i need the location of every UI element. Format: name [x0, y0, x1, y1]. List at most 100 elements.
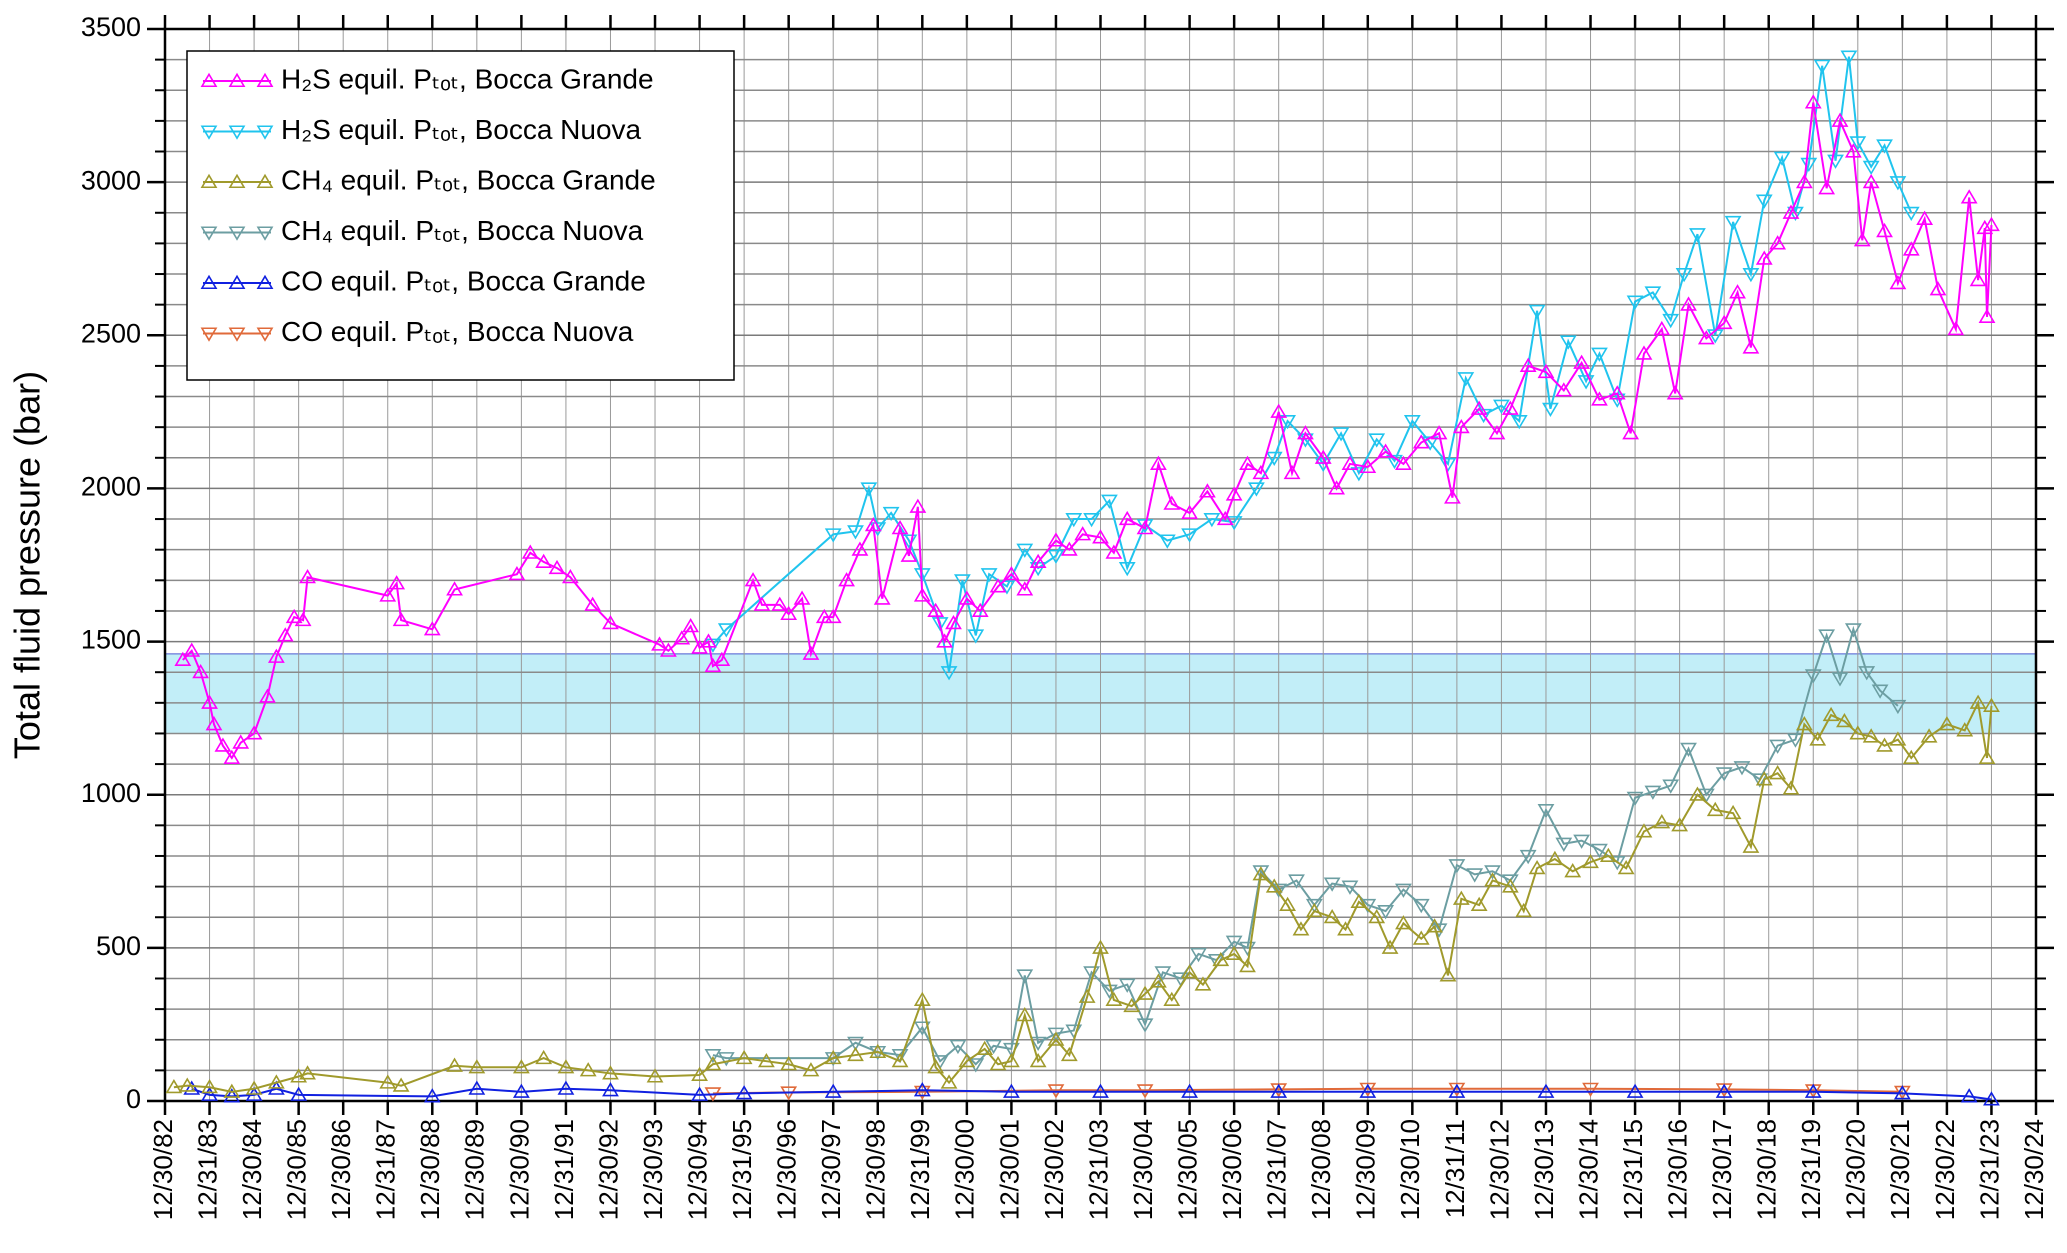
data-point	[1016, 581, 1034, 596]
x-tick-label: 12/30/02	[1039, 1119, 1069, 1220]
data-point	[1564, 863, 1582, 878]
legend-marker	[200, 125, 218, 140]
legend-marker	[228, 125, 246, 140]
data-point	[1158, 534, 1176, 549]
x-tick-label: 12/31/95	[727, 1119, 757, 1220]
data-point	[1573, 354, 1591, 369]
legend-marker	[200, 274, 218, 290]
data-point	[535, 1049, 553, 1065]
data-point	[1769, 739, 1787, 754]
data-point	[1680, 296, 1697, 311]
data-point	[1662, 313, 1680, 329]
data-point	[1893, 1085, 1911, 1100]
data-point	[824, 528, 842, 543]
data-point	[1599, 847, 1617, 863]
data-point	[1381, 939, 1399, 954]
data-point	[1840, 50, 1858, 65]
data-point	[1849, 136, 1867, 151]
y-axis-label: Total fluid pressure (bar)	[7, 371, 48, 759]
data-point	[717, 623, 735, 638]
data-point	[651, 636, 668, 651]
data-point	[1016, 543, 1034, 558]
x-tick-label: 12/30/13	[1529, 1119, 1559, 1220]
data-point	[1519, 849, 1537, 865]
data-point	[1787, 206, 1804, 221]
data-point	[691, 1086, 708, 1101]
data-point	[1452, 890, 1470, 905]
data-point	[1978, 749, 1996, 765]
data-point	[1003, 565, 1020, 581]
data-point	[1092, 1083, 1109, 1098]
data-point	[1542, 402, 1559, 418]
data-point	[757, 1052, 775, 1068]
x-tick-label: 12/30/93	[638, 1119, 668, 1220]
legend-marker	[256, 72, 274, 88]
data-point	[1412, 930, 1430, 945]
data-point	[1150, 973, 1167, 988]
data-point	[913, 1082, 931, 1097]
y-tick-label: 2000	[81, 472, 141, 502]
data-point	[1029, 1036, 1047, 1052]
data-point	[1813, 59, 1831, 74]
data-point	[1105, 544, 1123, 559]
x-tick-label: 12/30/84	[237, 1119, 267, 1220]
data-point	[1844, 623, 1862, 638]
data-point	[1697, 330, 1715, 345]
x-tick-label: 12/30/90	[504, 1119, 534, 1220]
data-point	[1105, 991, 1123, 1006]
data-point	[423, 1088, 441, 1103]
data-point	[1439, 967, 1457, 982]
data-point	[913, 587, 931, 602]
x-tick-label: 12/30/24	[2019, 1119, 2049, 1220]
data-point	[1439, 457, 1457, 473]
data-point	[682, 618, 700, 633]
x-tick-label: 12/30/20	[1841, 1119, 1871, 1220]
data-point	[771, 596, 789, 611]
data-point	[927, 1059, 945, 1074]
data-point	[1484, 865, 1501, 880]
data-point	[1510, 414, 1528, 430]
x-tick-label: 12/31/87	[371, 1119, 401, 1220]
data-point	[1969, 271, 1987, 287]
x-tick-label: 12/30/17	[1707, 1119, 1737, 1220]
data-point	[299, 569, 316, 584]
y-tick-label: 1500	[81, 625, 141, 655]
data-point	[1470, 400, 1488, 415]
data-point	[446, 581, 463, 596]
data-point	[183, 1080, 201, 1095]
data-point	[780, 1056, 798, 1071]
x-tick-label: 12/30/16	[1662, 1119, 1692, 1220]
data-point	[1889, 274, 1907, 290]
data-point	[1181, 1083, 1198, 1098]
data-point	[379, 1074, 397, 1089]
data-point	[1279, 414, 1296, 430]
data-point	[824, 1083, 842, 1098]
data-point	[1555, 837, 1573, 852]
legend-marker	[256, 173, 274, 189]
data-point	[512, 1059, 530, 1074]
data-point	[847, 1046, 864, 1062]
data-point	[245, 1080, 263, 1095]
data-point	[1047, 532, 1065, 547]
data-point	[468, 1080, 486, 1095]
x-tick-label: 12/31/19	[1796, 1119, 1826, 1220]
legend-marker	[200, 173, 218, 189]
data-point	[1795, 716, 1813, 731]
data-point	[1675, 267, 1693, 283]
data-point	[1118, 510, 1136, 526]
data-point	[1047, 1027, 1065, 1042]
data-point	[1591, 391, 1608, 406]
x-tick-label: 12/30/85	[282, 1119, 312, 1220]
legend-label: CH₄ equil. Pₜₒₜ, Bocca Grande	[281, 164, 656, 195]
data-point	[1519, 357, 1537, 372]
data-point	[1225, 486, 1243, 501]
data-point	[838, 572, 855, 587]
data-point	[873, 590, 891, 605]
data-point	[1448, 1083, 1466, 1098]
data-point	[232, 734, 250, 749]
x-tick-label: 12/31/99	[905, 1119, 935, 1220]
data-point	[223, 749, 241, 765]
data-point	[958, 1052, 976, 1068]
x-tick-label: 12/30/97	[816, 1119, 846, 1220]
data-point	[1203, 513, 1221, 528]
